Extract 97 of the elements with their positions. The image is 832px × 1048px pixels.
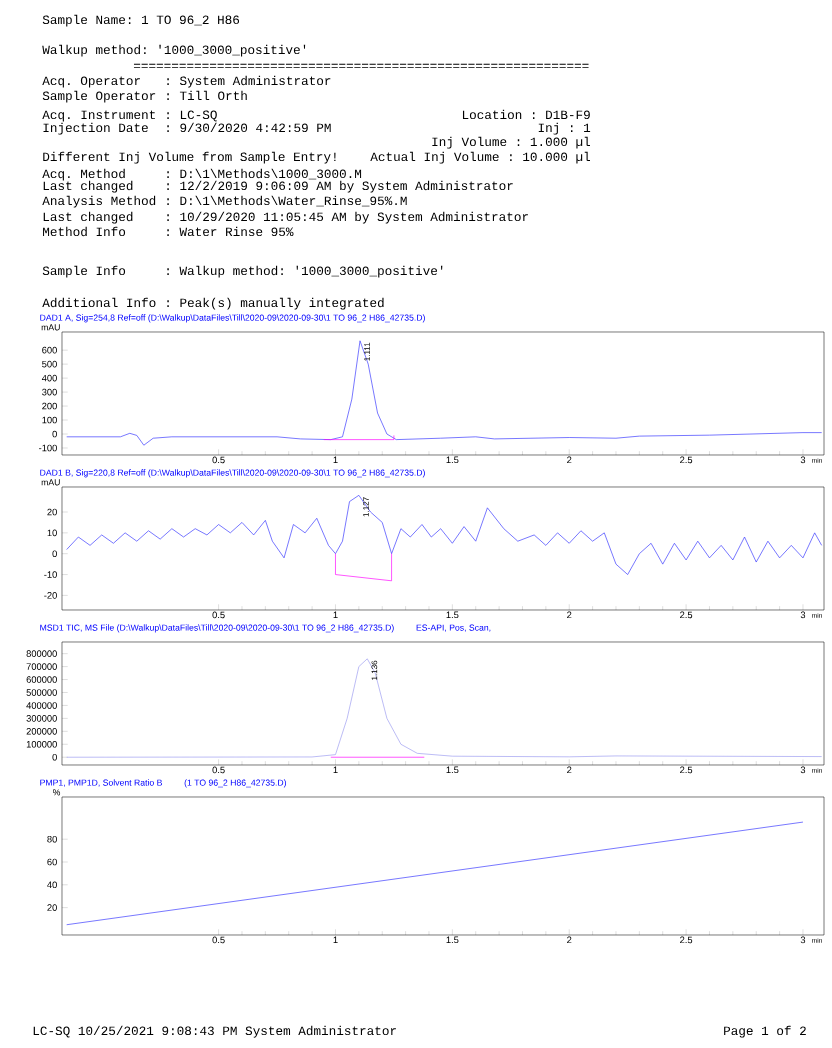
x-tick-label: 2.5 bbox=[680, 611, 693, 619]
y-axis-title: mAU bbox=[41, 324, 60, 331]
y-tick-label: 300000 bbox=[26, 715, 57, 722]
x-tick-label: 1 bbox=[333, 936, 338, 944]
x-tick-label: 3 bbox=[800, 611, 806, 619]
annotation: 1.127 bbox=[363, 497, 369, 517]
y-tick-label: 100 bbox=[42, 416, 57, 424]
text: ============================================================ bbox=[133, 63, 589, 68]
y-tick-label: 400 bbox=[41, 374, 57, 382]
y-tick-label: 20 bbox=[47, 904, 57, 911]
y-tick-label: 800000 bbox=[26, 650, 57, 657]
chart-title: DAD1 A, Sig=254,8 Ref=off (D:\Walkup\DataFiles\Till\2020-09\2020-09-30\1 TO 96_2 H86_42735.D) bbox=[40, 314, 425, 323]
text: : D:\1\Methods\1000_3000.M bbox=[167, 168, 362, 180]
text: Sample Name: 1 TO 96_2 H86 bbox=[42, 14, 240, 27]
chart-title: DAD1 B, Sig=220,8 Ref=off (D:\Walkup\DataFiles\Till\2020-09\2020-09-30\1 TO 96_2 H86_42735.D) bbox=[40, 469, 425, 478]
y-tick-label: -10 bbox=[44, 571, 57, 578]
x-tick-label: 2 bbox=[567, 936, 572, 944]
y-tick-label: 0 bbox=[52, 430, 57, 438]
y-tick-label: 200000 bbox=[26, 728, 57, 735]
y-axis-title: % bbox=[53, 789, 61, 796]
text: : Walkup method: '1000_3000_positive' bbox=[167, 265, 443, 278]
y-axis-title: mAU bbox=[41, 479, 60, 486]
text: Last changed bbox=[43, 180, 133, 193]
chart-subtitle: (1 TO 96_2 H86_42735.D) bbox=[184, 779, 286, 788]
y-tick-label: 20 bbox=[47, 508, 57, 516]
text: Method Info bbox=[43, 226, 126, 237]
x-tick-label: 1 bbox=[333, 611, 338, 619]
annotation: 1.111 bbox=[364, 342, 370, 361]
x-tick-label: 2.5 bbox=[680, 456, 693, 464]
annotation: 1.136 bbox=[371, 660, 378, 680]
text: Sample Operator bbox=[42, 90, 156, 103]
text: : D:\1\Methods\Water_Rinse_95%.M bbox=[167, 195, 407, 207]
chart-title: PMP1, PMP1D, Solvent Ratio B bbox=[40, 779, 162, 787]
y-tick-label: 100000 bbox=[26, 740, 57, 748]
text: : System Administrator bbox=[167, 75, 331, 88]
text: Acq. Instrument bbox=[42, 110, 155, 122]
text: : Water Rinse 95% bbox=[167, 226, 294, 237]
y-tick-label: 600 bbox=[42, 346, 57, 354]
chart-subtitle: ES-API, Pos, Scan, bbox=[416, 624, 491, 632]
x-tick-label: 3 bbox=[800, 766, 806, 774]
line-series bbox=[66, 494, 823, 575]
text: Injection Date bbox=[43, 122, 148, 135]
line-series bbox=[66, 658, 823, 758]
x-tick-label: 2.5 bbox=[680, 766, 693, 774]
y-tick-label: 60 bbox=[47, 858, 57, 866]
text: Additional Info bbox=[42, 297, 156, 308]
text: LC-SQ 10/25/2021 9:08:43 PM System Administrator bbox=[33, 1025, 396, 1038]
y-tick-label: 600000 bbox=[26, 676, 57, 683]
text: Acq. Method bbox=[42, 168, 125, 181]
text: Last changed bbox=[43, 211, 133, 224]
text: Actual Inj Volume : 10.000 µl bbox=[370, 151, 590, 164]
y-tick-label: 500000 bbox=[26, 689, 57, 696]
x-tick-label: 2 bbox=[567, 456, 572, 464]
y-tick-label: 0 bbox=[52, 550, 57, 557]
x-tick-label: 1 bbox=[333, 456, 338, 464]
text: : 10/29/2020 11:05:45 AM by System Administrator bbox=[167, 211, 528, 224]
y-tick-label: 200 bbox=[42, 402, 57, 410]
text: Walkup method: '1000_3000_positive' bbox=[42, 44, 306, 57]
x-tick-label: 1.5 bbox=[446, 611, 459, 619]
text: Different Inj Volume from Sample Entry! bbox=[43, 151, 336, 164]
y-tick-label: 400000 bbox=[26, 702, 57, 709]
chart-title: MSD1 TIC, MS File (D:\Walkup\DataFiles\Till\2020-09\2020-09-30\1 TO 96_2 H86_42735.D) bbox=[40, 624, 394, 633]
y-tick-label: 10 bbox=[47, 529, 57, 537]
text: Inj Volume : 1.000 µl bbox=[432, 136, 591, 149]
x-tick-label: 3 bbox=[800, 456, 806, 464]
x-tick-label: 0.5 bbox=[212, 456, 225, 464]
x-tick-label: 3 bbox=[800, 936, 806, 944]
text: : 9/30/2020 4:42:59 PM bbox=[167, 122, 331, 133]
text: Analysis Method bbox=[42, 195, 156, 208]
y-tick-label: 500 bbox=[42, 360, 57, 368]
y-tick-label: 300 bbox=[42, 388, 57, 396]
y-tick-label: 0 bbox=[52, 753, 57, 761]
y-tick-label: 40 bbox=[47, 881, 57, 889]
text: Inj : 1 bbox=[538, 122, 591, 135]
x-tick-label: 0.5 bbox=[212, 611, 225, 619]
x-tick-label: 1.5 bbox=[446, 766, 459, 774]
text: Acq. Operator bbox=[42, 76, 140, 88]
x-tick-label: 1.5 bbox=[446, 456, 459, 464]
y-tick-label: -100 bbox=[39, 444, 57, 452]
text: Sample Info bbox=[42, 265, 126, 278]
line-series bbox=[66, 340, 823, 446]
x-tick-label: 2 bbox=[567, 766, 572, 774]
y-tick-label: 700000 bbox=[26, 663, 57, 670]
x-tick-label: 2 bbox=[567, 611, 572, 619]
text: : 12/2/2019 9:06:09 AM by System Administrator bbox=[167, 180, 513, 193]
text: : LC-SQ bbox=[167, 110, 217, 122]
text: : Till Orth bbox=[167, 90, 247, 101]
y-tick-label: 80 bbox=[47, 835, 57, 843]
x-tick-label: 2.5 bbox=[680, 936, 693, 944]
x-tick-label: 0.5 bbox=[212, 936, 225, 944]
x-tick-label: 1 bbox=[333, 766, 338, 774]
x-tick-label: 0.5 bbox=[212, 766, 225, 774]
text: Location : D1B-F9 bbox=[462, 109, 590, 120]
text: : Peak(s) manually integrated bbox=[167, 297, 384, 310]
text: Page 1 of 2 bbox=[724, 1025, 806, 1038]
x-tick-label: 1.5 bbox=[446, 936, 459, 944]
y-tick-label: -20 bbox=[44, 592, 57, 599]
